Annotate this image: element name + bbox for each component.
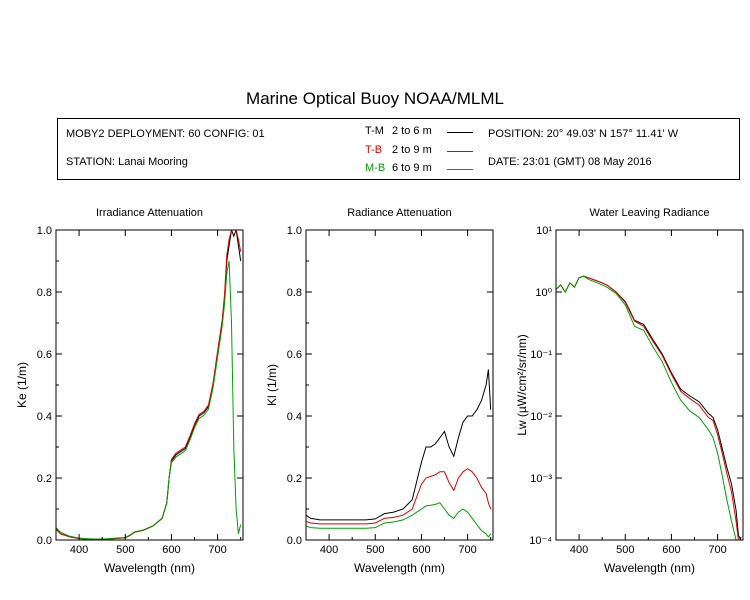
- y-tick-label: 0.0: [287, 535, 302, 547]
- series-line-1: [56, 230, 242, 540]
- y-axis-label: Kl (1/m): [265, 364, 279, 406]
- legend-code-mb: M-B: [365, 162, 386, 174]
- y-tick-label: 0.4: [287, 411, 302, 423]
- y-tick-label: 1.0: [287, 225, 302, 237]
- y-axis-label: Ke (1/m): [15, 362, 29, 408]
- y-tick-label: 10⁻¹: [530, 349, 552, 361]
- legend-line-tm: [447, 132, 473, 133]
- series-line-0: [556, 275, 742, 540]
- series-line-1: [556, 275, 741, 540]
- chart-series-group: [56, 230, 242, 540]
- x-tick-label: 500: [616, 544, 634, 556]
- chart-series-group: [306, 369, 492, 538]
- chart-radiance: Radiance Attenuation 400 500 600 700 0.0 0.2 0.…: [265, 207, 494, 575]
- chart-title: Radiance Attenuation: [347, 207, 452, 219]
- y-tick-label: 0.8: [287, 287, 302, 299]
- main-title: Marine Optical Buoy NOAA/MLML: [246, 89, 504, 108]
- date-label: DATE: 23:01 (GMT) 08 May 2016: [488, 156, 652, 168]
- y-tick-label: 10¹: [536, 225, 552, 237]
- chart-water-leaving: Water Leaving Radiance 400 500 600 700 10⁻⁴ 10…: [515, 207, 744, 575]
- y-tick-label: 10⁻²: [530, 411, 552, 423]
- chart-series-group: [556, 275, 742, 540]
- legend-range-tb: 2 to 9 m: [392, 144, 432, 156]
- series-line-2: [56, 260, 242, 540]
- x-tick-label: 400: [320, 544, 338, 556]
- chart-title: Irradiance Attenuation: [96, 207, 203, 219]
- series-line-1: [306, 468, 492, 525]
- y-tick-label: 0.2: [37, 473, 52, 485]
- legend-code-tb: T-B: [365, 144, 383, 156]
- y-tick-label: 0.0: [37, 535, 52, 547]
- deployment-label: MOBY2 DEPLOYMENT: 60 CONFIG: 01: [66, 128, 265, 140]
- legend-range-mb: 6 to 9 m: [392, 162, 432, 174]
- legend-line-mb: [447, 169, 473, 170]
- y-tick-label: 10⁻⁴: [529, 535, 552, 547]
- x-tick-label: 500: [366, 544, 384, 556]
- x-axis-label: Wavelength (nm): [354, 561, 445, 575]
- plot-frame: [555, 229, 744, 541]
- legend-code-tm: T-M: [365, 125, 384, 137]
- series-line-2: [306, 502, 492, 538]
- y-tick-label: 10⁰: [535, 287, 552, 299]
- legend-range-tm: 2 to 6 m: [392, 125, 432, 137]
- chart-irradiance: Irradiance Attenuation 400 500 600 700 0.0 0.2…: [15, 207, 244, 575]
- x-tick-label: 700: [208, 544, 226, 556]
- x-tick-label: 400: [570, 544, 588, 556]
- series-line-2: [556, 275, 741, 540]
- legend-line-tb: [447, 151, 473, 152]
- plot-frame: [55, 229, 244, 541]
- x-axis-label: Wavelength (nm): [104, 561, 195, 575]
- info-box: MOBY2 DEPLOYMENT: 60 CONFIG: 01 STATION:…: [57, 118, 740, 180]
- y-tick-label: 0.6: [287, 349, 302, 361]
- x-tick-label: 700: [708, 544, 726, 556]
- y-tick-label: 0.2: [287, 473, 302, 485]
- x-axis-label: Wavelength (nm): [604, 561, 695, 575]
- y-tick-label: 10⁻³: [530, 473, 552, 485]
- x-tick-label: 400: [70, 544, 88, 556]
- x-tick-label: 600: [412, 544, 430, 556]
- x-tick-label: 600: [162, 544, 180, 556]
- x-tick-label: 700: [458, 544, 476, 556]
- y-tick-label: 0.4: [37, 411, 52, 423]
- plot-frame: [305, 229, 494, 541]
- station-label: STATION: Lanai Mooring: [66, 156, 188, 168]
- position-label: POSITION: 20° 49.03' N 157° 11.41' W: [488, 128, 679, 140]
- y-axis-label: Lw (µW/cm²/sr/nm): [515, 334, 529, 436]
- y-tick-label: 0.6: [37, 349, 52, 361]
- series-line-0: [306, 369, 492, 521]
- x-tick-label: 600: [662, 544, 680, 556]
- y-tick-label: 0.8: [37, 287, 52, 299]
- y-tick-label: 1.0: [37, 225, 52, 237]
- chart-title: Water Leaving Radiance: [589, 207, 709, 219]
- x-tick-label: 500: [116, 544, 134, 556]
